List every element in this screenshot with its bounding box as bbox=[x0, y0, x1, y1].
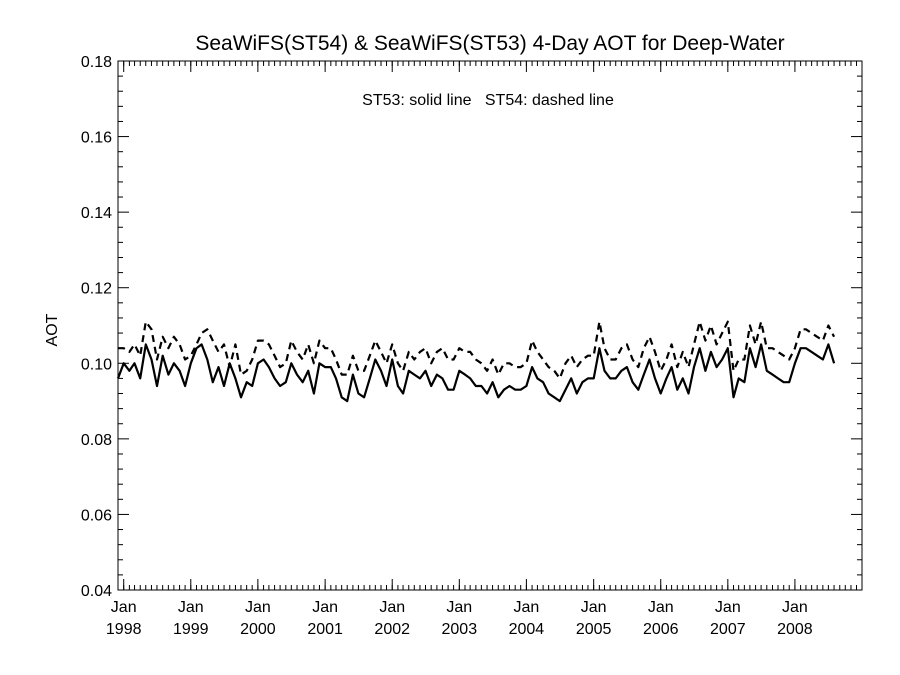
x-tick-month: Jan bbox=[111, 599, 137, 616]
y-tick-label: 0.04 bbox=[81, 583, 112, 600]
y-tick-label: 0.08 bbox=[81, 432, 112, 449]
x-tick-year: 1999 bbox=[173, 621, 209, 638]
x-tick-month: Jan bbox=[446, 599, 472, 616]
x-tick-month: Jan bbox=[513, 599, 539, 616]
x-tick-year: 1998 bbox=[106, 621, 142, 638]
x-tick-month: Jan bbox=[245, 599, 271, 616]
x-tick-month: Jan bbox=[715, 599, 741, 616]
y-axis-label: AOT bbox=[44, 313, 61, 346]
x-tick-year: 2001 bbox=[307, 621, 343, 638]
y-tick-label: 0.06 bbox=[81, 507, 112, 524]
x-tick-month: Jan bbox=[581, 599, 607, 616]
x-tick-year: 2008 bbox=[777, 621, 813, 638]
x-tick-year: 2000 bbox=[240, 621, 276, 638]
chart-title: SeaWiFS(ST54) & SeaWiFS(ST53) 4-Day AOT … bbox=[195, 32, 784, 55]
y-tick-label: 0.18 bbox=[81, 54, 112, 71]
series-group bbox=[116, 320, 836, 403]
y-tick-label: 0.12 bbox=[81, 281, 112, 298]
y-axis: 0.04 0.06 0.08 0.10 0.12 0.14 0.16 0.18 bbox=[81, 54, 862, 600]
x-tick-year: 2007 bbox=[710, 621, 746, 638]
series-line-st53 bbox=[116, 343, 836, 403]
x-tick-year: 2005 bbox=[576, 621, 612, 638]
x-tick-month: Jan bbox=[379, 599, 405, 616]
x-tick-month: Jan bbox=[178, 599, 204, 616]
legend-text: ST53: solid line ST54: dashed line bbox=[362, 92, 614, 109]
x-tick-month: Jan bbox=[782, 599, 808, 616]
y-tick-label: 0.14 bbox=[81, 205, 112, 222]
y-tick-label: 0.16 bbox=[81, 130, 112, 147]
x-tick-month: Jan bbox=[312, 599, 338, 616]
x-axis: Jan 1998 Jan 1999 Jan 2000 Jan 2001 Jan 2002 Jan 20… bbox=[106, 61, 857, 638]
plot-frame bbox=[117, 60, 863, 591]
x-tick-year: 2006 bbox=[643, 621, 679, 638]
y-tick-label: 0.10 bbox=[81, 356, 112, 373]
series-line-st54 bbox=[118, 320, 836, 380]
x-tick-month: Jan bbox=[648, 599, 674, 616]
x-tick-year: 2003 bbox=[442, 621, 478, 638]
x-tick-year: 2002 bbox=[374, 621, 410, 638]
x-tick-year: 2004 bbox=[509, 621, 545, 638]
